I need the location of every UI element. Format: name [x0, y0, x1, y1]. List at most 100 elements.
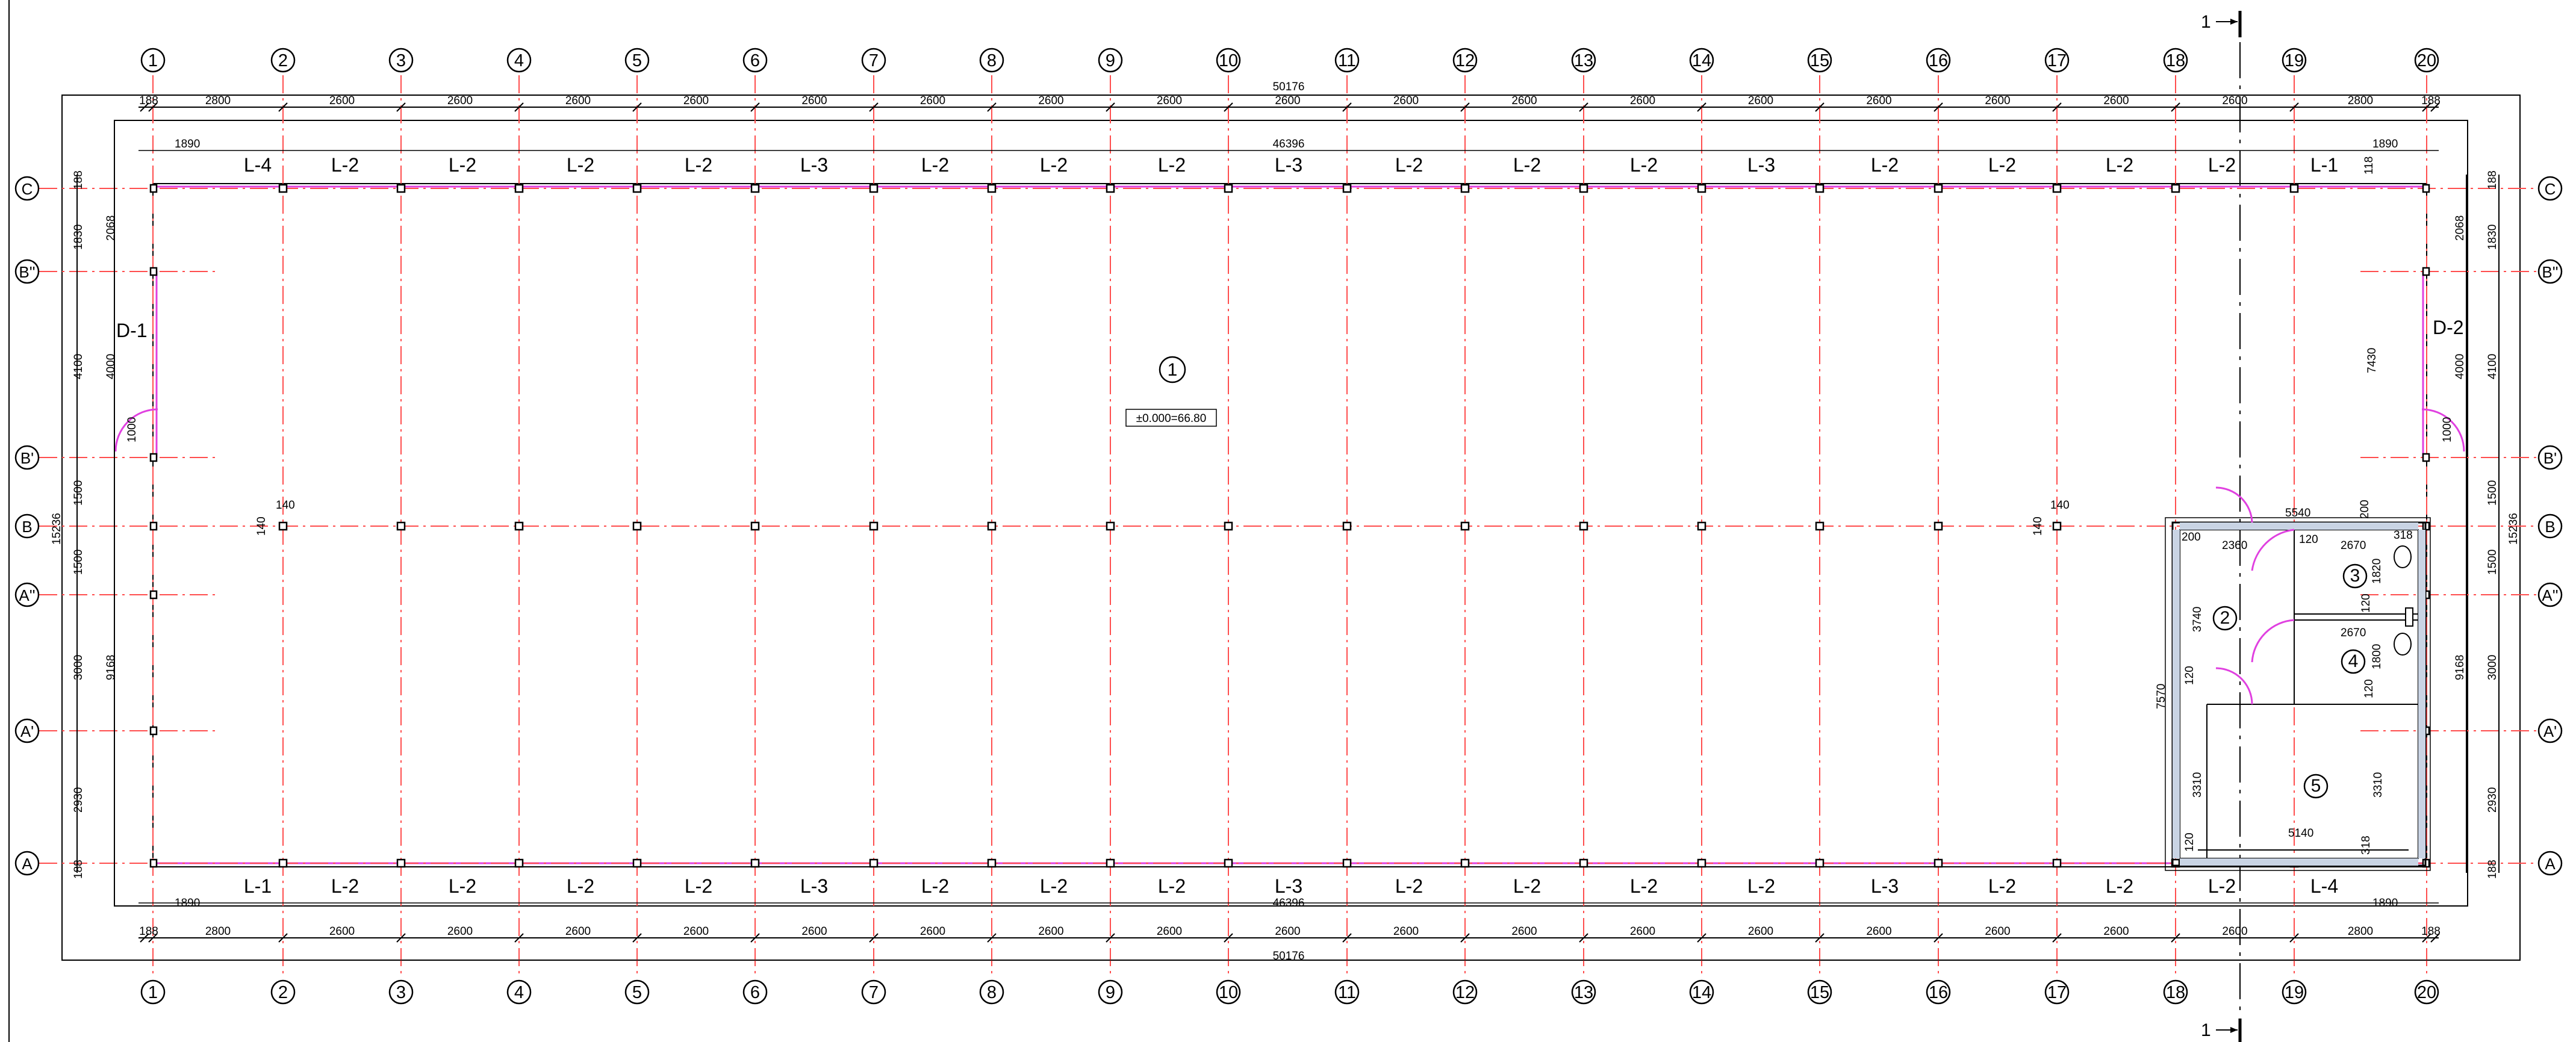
dim-right-1500b: 1500	[2486, 550, 2499, 575]
dim-left-2068: 2068	[105, 216, 117, 241]
dim-value-bottom-17: 2600	[2103, 925, 2129, 938]
dim-value-top-11: 2600	[1393, 95, 1419, 107]
axis-label-bottom-5: 5	[632, 983, 642, 1002]
dim-value-top-18: 2600	[2222, 95, 2247, 107]
axis-bubble-bottom-14	[1689, 979, 1714, 1005]
row-label-left-5: A'	[20, 722, 34, 740]
dim-value-top-2: 2600	[329, 95, 355, 107]
section-mark-top: 1	[2201, 11, 2242, 37]
dim-value-top-13: 2600	[1630, 95, 1655, 107]
room-1-label: 1	[1168, 360, 1178, 380]
axis-label-bottom-8: 8	[987, 983, 997, 1002]
axis-bubble-top-9	[1098, 48, 1123, 73]
axis-bubble-top-7	[861, 48, 886, 73]
row-label-right-3: B	[2545, 518, 2555, 536]
dim-tick-top-13	[1579, 102, 1588, 112]
axis-bubble-top-2	[270, 48, 296, 73]
dim-tick-top-12	[1460, 102, 1470, 112]
dim-left-1830: 1830	[72, 225, 85, 250]
dim-right-2930: 2930	[2486, 787, 2499, 813]
dim-tick-bottom-2	[278, 933, 288, 943]
dim-value-bottom-6: 2600	[801, 925, 827, 938]
column-mid-0	[278, 521, 288, 531]
dim-1890-tr: 1890	[2372, 138, 2398, 150]
panel-bottom-11: L-2	[1513, 875, 1541, 897]
panel-bottom-15: L-2	[1988, 875, 2016, 897]
axis-bubble-bottom-2	[270, 979, 296, 1005]
door-d2-label: D-2	[2433, 317, 2464, 338]
dim-200a: 200	[2359, 500, 2371, 519]
grid-lines	[39, 75, 2538, 975]
axis-bubble-bottom-6	[742, 979, 768, 1005]
column-edge-0-4	[750, 184, 760, 193]
dim-tick-top-7	[869, 102, 879, 112]
panel-top-9: L-3	[1275, 154, 1302, 176]
inner-outline	[114, 120, 2468, 907]
dim-value-bottom-8: 2600	[1038, 925, 1063, 938]
door-d1-swing	[114, 408, 158, 452]
column-right-0	[2422, 184, 2430, 193]
building-wall	[152, 183, 2427, 867]
column-mid-5	[869, 521, 879, 531]
door-d1-label: D-1	[116, 320, 148, 341]
dim-tick-top-8	[987, 102, 997, 112]
column-mid-1	[396, 521, 406, 531]
axis-label-top-11: 11	[1338, 51, 1356, 70]
column-edge-0-10	[1460, 184, 1470, 193]
axis-bubble-bottom-4	[506, 979, 532, 1005]
dim-right-188a: 188	[2486, 170, 2499, 190]
dim-value-top-14: 2600	[1748, 95, 1773, 107]
dim-tick-bottom-6	[750, 933, 760, 943]
dim-tick-bottom-10	[1224, 933, 1233, 943]
panel-top-3: L-2	[567, 154, 594, 176]
dim-left-15236: 15236	[51, 513, 63, 545]
dim-value-bottom-10: 2600	[1275, 925, 1300, 938]
column-left-4	[149, 590, 158, 600]
axis-bubble-top-3	[388, 48, 414, 73]
dim-left-1500b: 1500	[72, 550, 85, 575]
dim-value-top-17: 2600	[2103, 95, 2129, 107]
row-bubble-right-1	[2537, 259, 2563, 284]
axis-label-bottom-15: 15	[1810, 983, 1829, 1002]
axis-label-top-2: 2	[278, 51, 288, 70]
row-label-right-2: B'	[2543, 449, 2557, 467]
dim-tick-top-5	[632, 102, 642, 112]
axis-label-top-6: 6	[750, 51, 760, 70]
dim-value-bottom-1: 2800	[205, 925, 231, 938]
panel-bottom-18: L-4	[2310, 875, 2338, 897]
column-left-3	[149, 521, 158, 531]
axis-bubble-bottom-7	[861, 979, 886, 1005]
axis-bubble-top-1	[140, 48, 166, 73]
column-edge-0-11	[1579, 184, 1588, 193]
axis-label-top-3: 3	[396, 51, 406, 70]
dim-tick-top-9	[1106, 102, 1115, 112]
dim-value-top-19: 2800	[2348, 95, 2373, 107]
column-left-1	[149, 267, 158, 276]
dim-tick-bottom-15	[1815, 933, 1825, 943]
column-edge-1-10	[1460, 858, 1470, 868]
column-edge-0-17	[2289, 184, 2299, 193]
panel-bottom-8: L-2	[1158, 875, 1186, 897]
level-mark: ±0.000=66.80	[1136, 412, 1207, 425]
axis-bubble-top-4	[506, 48, 532, 73]
door-d2-swing	[2421, 408, 2465, 452]
dim-value-bottom-5: 2600	[683, 925, 709, 938]
dim-118: 118	[2363, 157, 2375, 175]
dim-top-overall: 50176	[1273, 81, 1305, 93]
dim-value-bottom-2: 2600	[329, 925, 355, 938]
dim-tick-top-20	[2422, 102, 2431, 112]
dim-tick-bottom-20	[2422, 933, 2431, 943]
panel-bottom-9: L-3	[1275, 875, 1302, 897]
column-mid-6	[987, 521, 997, 531]
column-edge-1-3	[632, 858, 642, 868]
axis-bubble-bottom-11	[1334, 979, 1360, 1005]
dim-value-top-20: 188	[2421, 95, 2441, 107]
room-2-label: 2	[2220, 608, 2230, 628]
dim-value-bottom-12: 2600	[1511, 925, 1537, 938]
column-edge-1-13	[1815, 858, 1825, 868]
dim-tick-bottom-4	[514, 933, 524, 943]
dim-tick-top-18	[2171, 102, 2180, 112]
panel-top-5: L-3	[800, 154, 828, 176]
panel-top-18: L-1	[2310, 154, 2338, 176]
column-edge-0-3	[632, 184, 642, 193]
